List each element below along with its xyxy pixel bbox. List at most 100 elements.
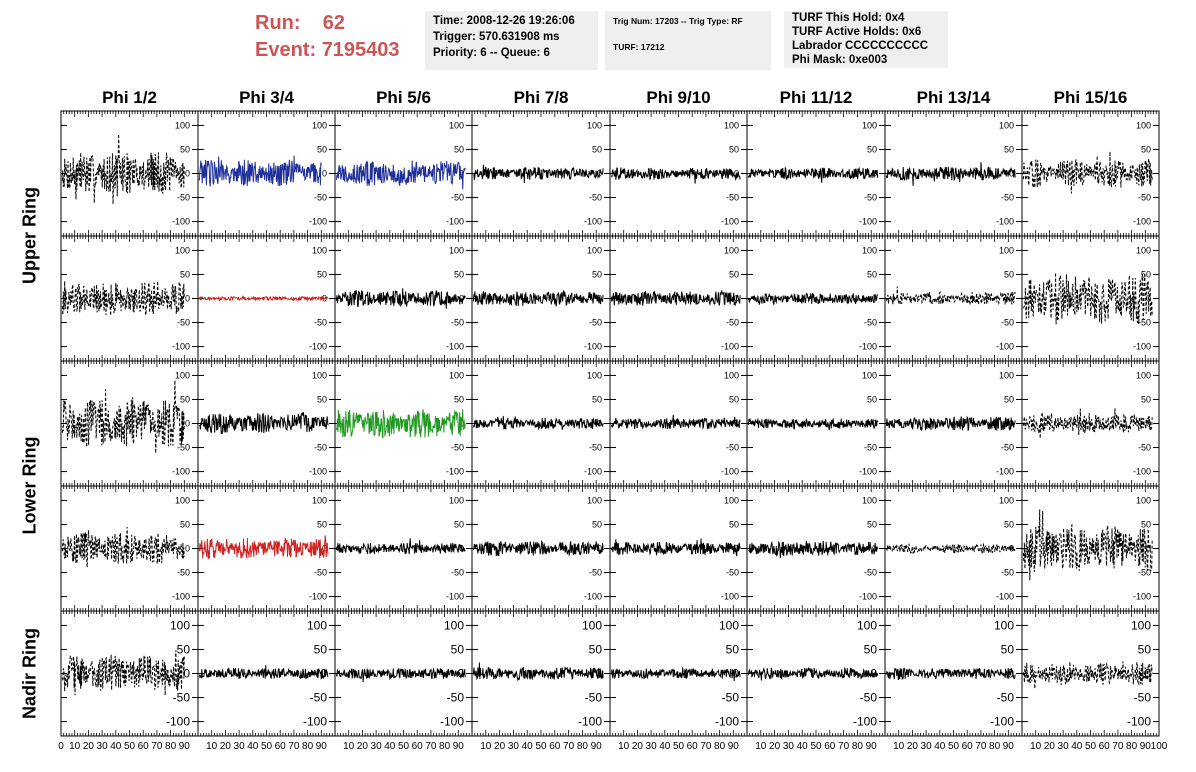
y-tick-label: -50 (1001, 568, 1014, 578)
y-tick-label: -100 (578, 715, 602, 729)
y-tick-label: 50 (1001, 642, 1015, 656)
y-tick-label: 0 (459, 169, 464, 179)
y-tick-label: -50 (864, 568, 877, 578)
x-tick-label: 10 (480, 741, 492, 752)
x-tick-label: 60 (275, 741, 287, 752)
column-title-3: Phi 5/6 (376, 88, 431, 107)
y-tick-label: -50 (310, 691, 328, 705)
y-tick-label: -50 (314, 568, 327, 578)
y-tick-label: 50 (454, 269, 464, 279)
y-tick-label: -100 (446, 467, 464, 477)
y-tick-label: -50 (864, 318, 877, 328)
y-tick-label: -50 (589, 318, 602, 328)
column-title-5: Phi 9/10 (646, 88, 711, 107)
y-tick-label: 0 (185, 544, 190, 554)
y-tick-label: -50 (1001, 318, 1014, 328)
y-tick-label: 100 (724, 120, 739, 130)
x-tick-label: 30 (1058, 741, 1070, 752)
x-tick-label: 10 (755, 741, 767, 752)
y-tick-label: -100 (309, 342, 327, 352)
y-tick-label: -50 (447, 691, 465, 705)
y-tick-label: 100 (312, 245, 327, 255)
y-tick-label: -50 (726, 443, 739, 453)
y-tick-label: 50 (454, 394, 464, 404)
waveform-trace (198, 535, 329, 560)
y-tick-label: 100 (1136, 120, 1151, 130)
waveform-trace (747, 417, 879, 431)
panel-r3-c1: -100 -50 0 50 100 (60, 360, 199, 487)
y-tick-label: -100 (446, 217, 464, 227)
x-tick-label: 90 (591, 741, 603, 752)
x-tick-label: 70 (975, 741, 987, 752)
y-tick-label: -50 (589, 568, 602, 578)
trig-num-text: Trig Num: 17203 -- Trig Type: RF (613, 16, 743, 26)
y-tick-label: 50 (180, 519, 190, 529)
turf-active-holds-text: TURF Active Holds: 0x6 (792, 26, 922, 38)
y-tick-label: 0 (1009, 169, 1014, 179)
y-tick-label: 100 (175, 245, 190, 255)
panel-r5-c3: -100 -50 0 50 100 (334, 610, 473, 737)
x-tick-label: 80 (165, 741, 177, 752)
y-tick-label: 50 (1141, 144, 1151, 154)
y-tick-label: 50 (314, 642, 328, 656)
x-tick-label: 80 (852, 741, 864, 752)
y-tick-label: 0 (185, 294, 190, 304)
y-tick-label: 50 (177, 642, 191, 656)
x-tick-label: 50 (398, 741, 410, 752)
y-tick-label: 100 (862, 245, 877, 255)
x-tick-label: 50 (261, 741, 273, 752)
panel-r5-c2: -100 -50 0 50 100 (197, 610, 336, 737)
priority-text: Priority: 6 -- Queue: 6 (433, 47, 550, 59)
waveform-trace (472, 662, 604, 682)
y-tick-label: 100 (312, 120, 327, 130)
x-tick-label: 30 (508, 741, 520, 752)
column-title-4: Phi 7/8 (513, 88, 569, 107)
y-tick-label: 100 (1136, 245, 1151, 255)
x-tick-label: 90 (866, 741, 878, 752)
y-tick-label: -100 (859, 592, 877, 602)
y-tick-label: 50 (180, 144, 190, 154)
y-tick-label: -100 (1133, 342, 1151, 352)
y-tick-label: 100 (862, 370, 877, 380)
x-tick-label: 40 (110, 741, 122, 752)
y-tick-label: 50 (867, 519, 877, 529)
y-tick-label: -100 (1133, 467, 1151, 477)
y-tick-label: 100 (449, 495, 464, 505)
y-tick-label: 100 (724, 370, 739, 380)
trigger-text: Trigger: 570.631908 ms (433, 31, 560, 43)
y-tick-label: -100 (721, 592, 739, 602)
y-tick-label: 100 (724, 245, 739, 255)
waveform-trace (885, 286, 1016, 306)
x-tick-label: 50 (673, 741, 685, 752)
waveform-trace (335, 160, 466, 190)
y-tick-label: -50 (585, 691, 603, 705)
x-tick-label: 80 (989, 741, 1001, 752)
y-tick-label: -100 (309, 217, 327, 227)
event-line: Event: 7195403 (255, 39, 400, 62)
y-tick-label: -50 (722, 691, 740, 705)
panel-r4-c4: -100 -50 0 50 100 (471, 485, 611, 612)
waveform-trace (885, 667, 1016, 681)
x-tick-label: 90 (453, 741, 465, 752)
x-tick-label: 80 (302, 741, 314, 752)
y-tick-label: 100 (175, 495, 190, 505)
y-tick-label: -50 (589, 193, 602, 203)
y-tick-label: -100 (859, 217, 877, 227)
waveform-trace (611, 167, 741, 184)
y-tick-label: 100 (587, 245, 602, 255)
waveform-trace (472, 415, 604, 431)
panel-r1-c1: -100 -50 0 50 100 (60, 110, 199, 237)
y-tick-label: 100 (724, 495, 739, 505)
y-tick-label: -50 (314, 318, 327, 328)
y-tick-label: 100 (312, 495, 327, 505)
y-tick-label: -50 (864, 443, 877, 453)
waveform-trace (1022, 408, 1153, 439)
x-tick-label: 20 (769, 741, 781, 752)
waveform-trace (885, 415, 1016, 432)
panel-r4-c8: -100 -50 0 50 100 (1021, 485, 1160, 612)
y-tick-label: 50 (592, 269, 602, 279)
y-tick-label: 50 (589, 642, 603, 656)
waveform-trace (610, 538, 741, 557)
